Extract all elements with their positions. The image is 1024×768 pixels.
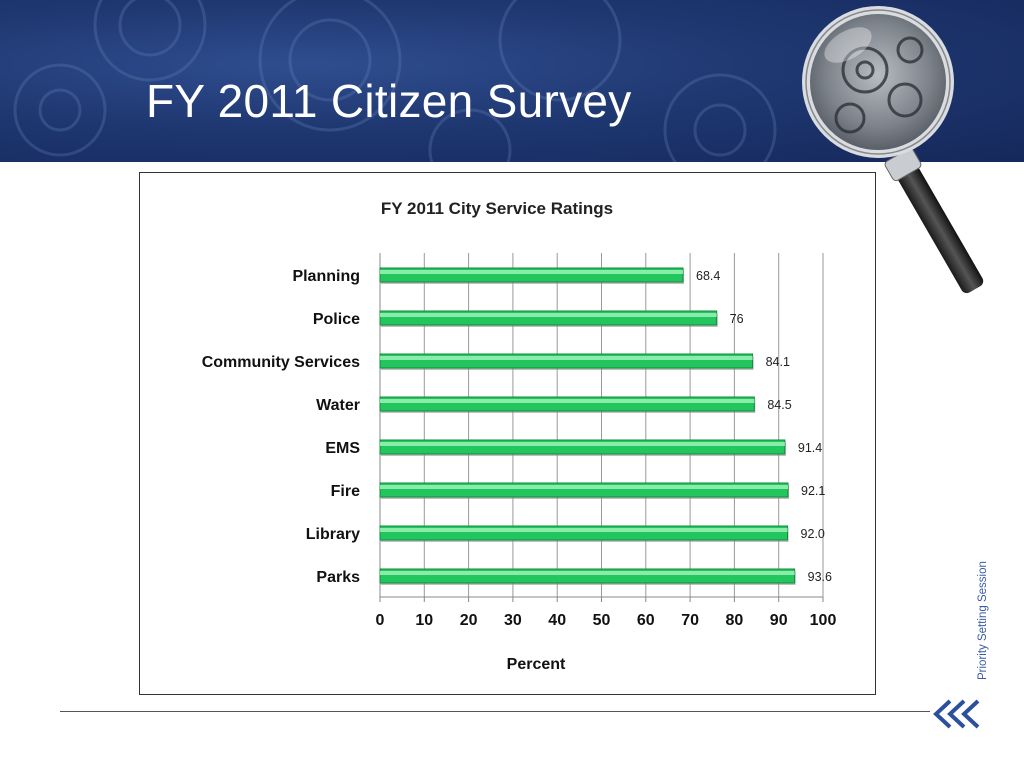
x-tick-label: 0 <box>376 612 385 629</box>
footer-divider <box>60 711 930 712</box>
x-tick-label: 10 <box>415 612 433 629</box>
bar-value-label: 91.4 <box>798 441 822 455</box>
category-label: Library <box>306 526 360 543</box>
bar-highlight <box>380 313 717 317</box>
bar-value-label: 84.5 <box>767 398 791 412</box>
x-tick-label: 20 <box>460 612 478 629</box>
category-label: Water <box>316 397 360 414</box>
magnifying-glass-icon <box>802 6 984 294</box>
bar-value-label: 93.6 <box>808 570 832 584</box>
x-tick-label: 60 <box>637 612 655 629</box>
bar-highlight <box>380 485 789 489</box>
category-label: EMS <box>325 440 360 457</box>
x-tick-label: 70 <box>681 612 699 629</box>
x-tick-label: 100 <box>810 612 837 629</box>
bar-value-label: 68.4 <box>696 269 720 283</box>
bar-value-label: 92.0 <box>801 527 825 541</box>
bar-value-label: 76 <box>730 312 744 326</box>
x-tick-label: 90 <box>770 612 788 629</box>
x-tick-label: 30 <box>504 612 522 629</box>
category-label: Police <box>313 311 360 328</box>
bar-highlight <box>380 571 795 575</box>
category-label: Fire <box>331 483 360 500</box>
bar-value-label: 84.1 <box>766 355 790 369</box>
category-label: Planning <box>292 268 360 285</box>
category-label: Community Services <box>202 354 360 371</box>
gear-pattern-icon <box>13 0 777 162</box>
x-axis-label: Percent <box>507 656 566 673</box>
chart-title: FY 2011 City Service Ratings <box>381 199 613 218</box>
bar-chart: FY 2011 City Service Ratings 68.4 76 84.1 8… <box>202 199 837 673</box>
bar-highlight <box>380 442 785 446</box>
bar-highlight <box>380 399 755 403</box>
bar-highlight <box>380 270 684 274</box>
slide-title: FY 2011 Citizen Survey <box>146 75 632 127</box>
bar-value-label: 92.1 <box>801 484 825 498</box>
double-chevron-left-icon[interactable] <box>928 697 984 731</box>
x-tick-label: 80 <box>726 612 744 629</box>
side-label: Priority Setting Session <box>977 561 989 680</box>
bar-highlight <box>380 528 788 532</box>
x-tick-label: 40 <box>548 612 566 629</box>
x-tick-label: 50 <box>593 612 611 629</box>
category-label: Parks <box>316 569 360 586</box>
chart-panel: FY 2011 City Service Ratings 68.4 76 84.1 8… <box>139 172 876 695</box>
bar-highlight <box>380 356 753 360</box>
